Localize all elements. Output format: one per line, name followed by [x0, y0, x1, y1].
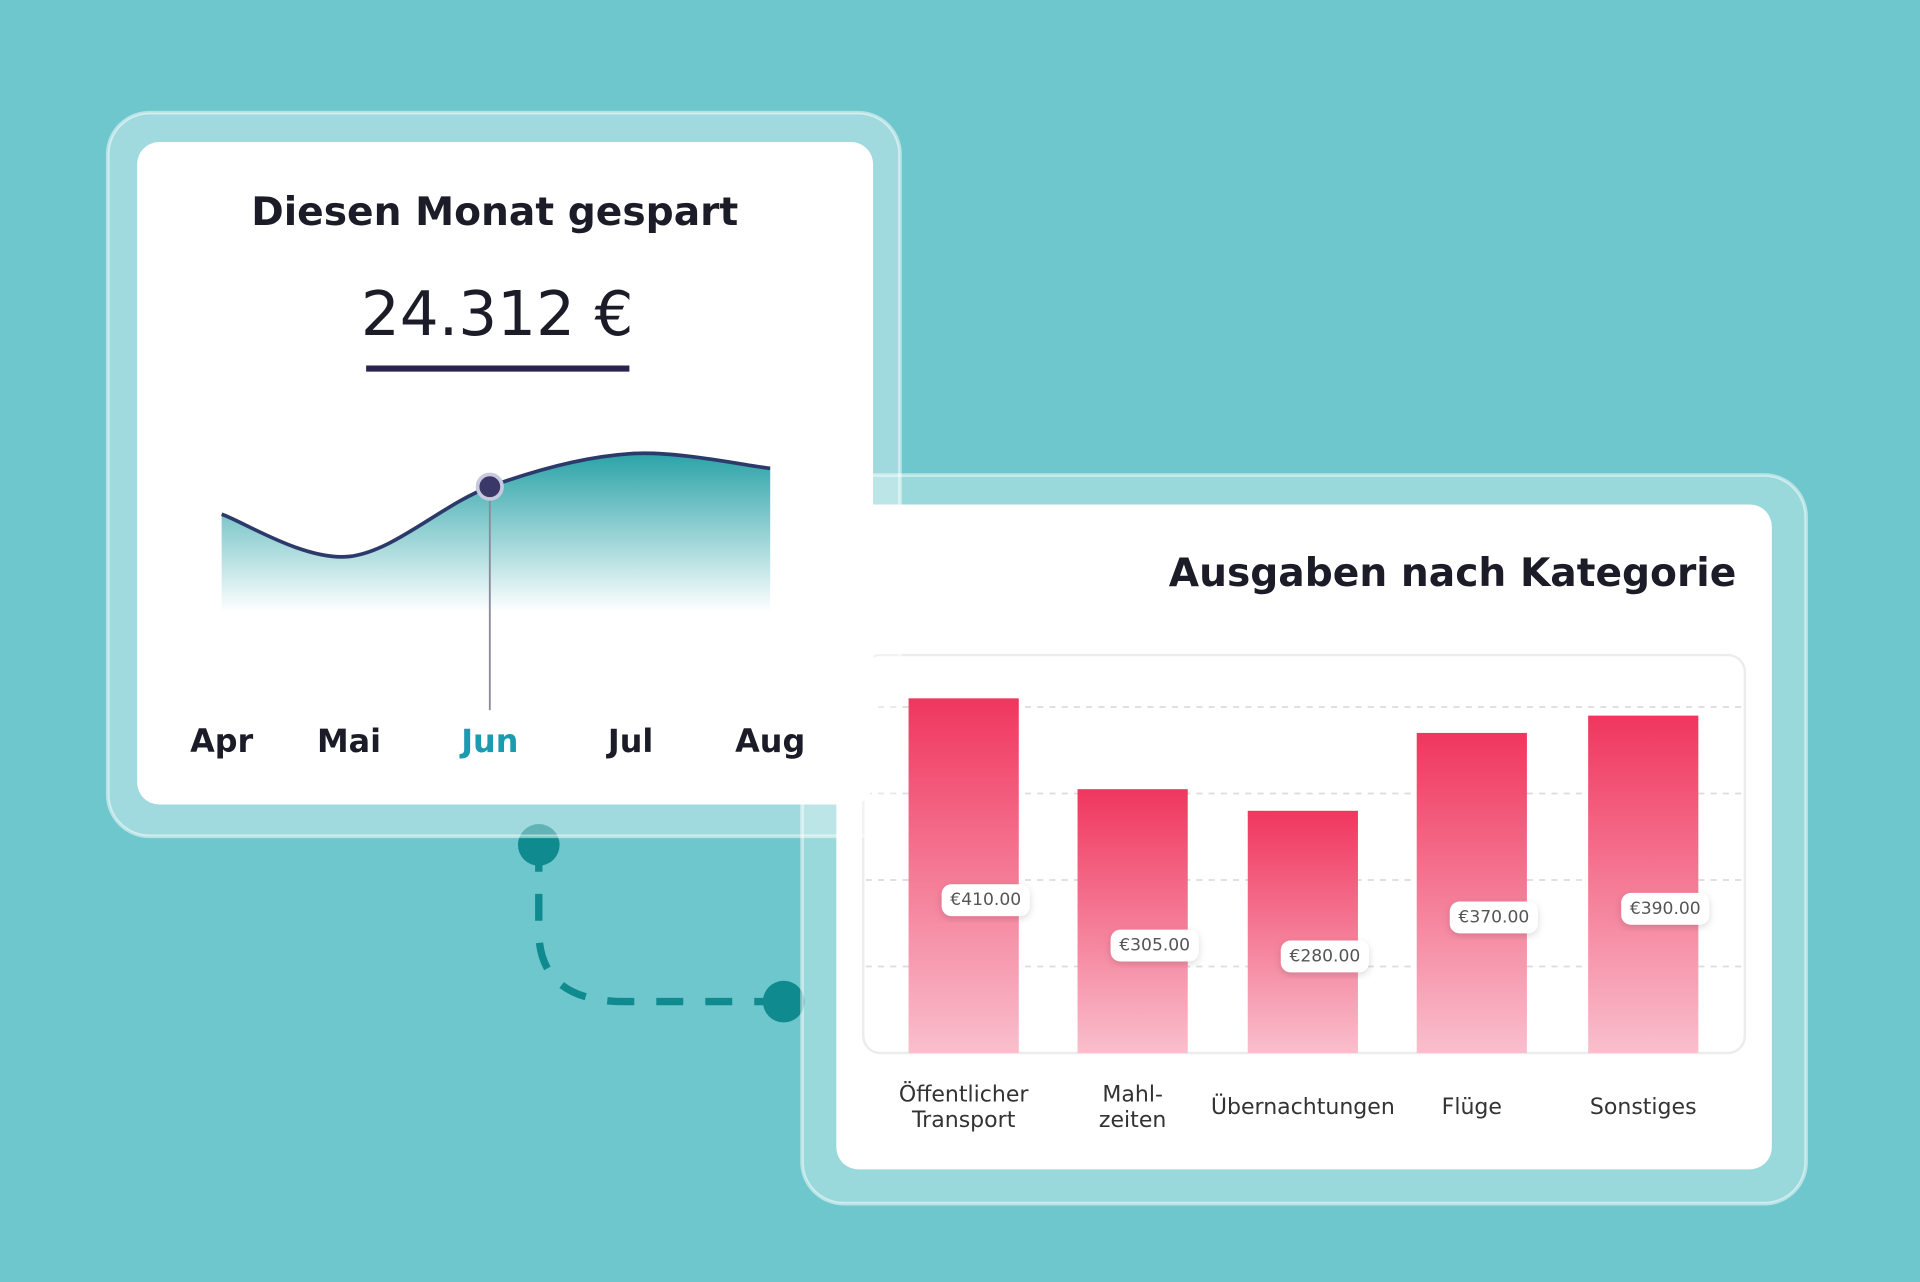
value-label: €410.00 — [950, 890, 1021, 910]
point-marker — [475, 472, 504, 501]
x-tick-label: Flüge — [1442, 1095, 1502, 1120]
x-tick-label: Öffentlicher Transport — [899, 1081, 1030, 1132]
x-tick-label: Aug — [735, 722, 805, 760]
value-label-bg — [1110, 929, 1199, 962]
value-label-bg — [941, 884, 1030, 917]
value-label: €370.00 — [1458, 907, 1529, 927]
value-label-bg — [1621, 892, 1710, 925]
bar — [1247, 810, 1358, 1054]
card-title: Diesen Monat gespart — [251, 190, 738, 235]
chart-title: Ausgaben nach Kategorie — [1169, 551, 1737, 596]
value-label: €280.00 — [1289, 946, 1360, 966]
area — [221, 453, 771, 613]
bar — [908, 698, 1019, 1054]
x-tick-label: Apr — [190, 722, 253, 760]
card: Ausgaben nach Kategorie €410.00 Öffentlic… — [800, 473, 1808, 1206]
value-label-bg — [1449, 901, 1538, 934]
connector — [535, 844, 784, 1006]
value-label: €305.00 — [1119, 936, 1190, 956]
x-tick-label: Mahl-zeiten — [1099, 1082, 1166, 1132]
card-body — [137, 142, 874, 805]
bar — [1588, 715, 1699, 1054]
value-label: €390.00 — [1630, 899, 1701, 919]
headline-value: 24.312 € — [361, 279, 634, 350]
value-label-bg — [1280, 940, 1369, 973]
x-tick-label: Mai — [317, 722, 381, 760]
card: Diesen Monat gespart 24.312 € Apr Mai Jun J… — [105, 110, 902, 839]
connector-dot — [762, 980, 805, 1023]
bar — [1416, 732, 1527, 1054]
bar — [1077, 789, 1188, 1054]
x-tick-label: Jul — [606, 722, 653, 760]
x-tick-label: Jun — [459, 722, 518, 760]
x-tick-label: Sonstiges — [1590, 1095, 1697, 1120]
x-tick-label: Übernachtungen — [1211, 1094, 1395, 1120]
